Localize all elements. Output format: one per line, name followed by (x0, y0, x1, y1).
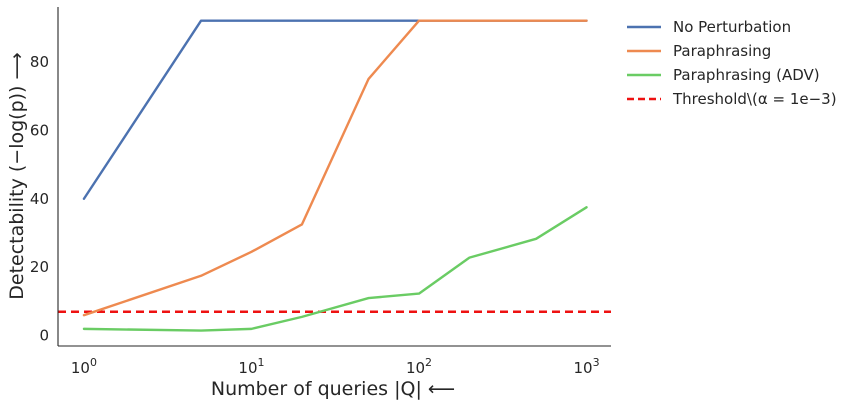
legend: No Perturbation Paraphrasing Paraphrasing … (627, 18, 837, 108)
x-tick-label: 102 (406, 356, 432, 377)
x-axis-label: Number of queries |Q| ⟵ (211, 378, 455, 400)
y-tick-label: 80 (30, 53, 49, 71)
legend-label: Paraphrasing (673, 42, 771, 60)
tick-labels: 0 20 40 60 80 100 101 102 103 (30, 53, 600, 377)
y-axis-label: Detectability (−log(p)) ⟶ (6, 52, 28, 300)
legend-label: Paraphrasing (ADV) (673, 66, 820, 84)
legend-label: No Perturbation (673, 18, 791, 36)
y-tick-label: 0 (39, 327, 49, 345)
legend-label: Threshold\(α = 1e−3) (672, 90, 837, 108)
series-line-3 (82, 206, 588, 332)
x-tick-label: 103 (573, 356, 599, 377)
plot-lines (58, 19, 611, 332)
axes (57, 7, 611, 347)
y-tick-label: 40 (30, 190, 49, 208)
series-line-2 (82, 19, 588, 317)
x-tick-label: 100 (71, 356, 97, 377)
x-tick-label: 101 (238, 356, 264, 377)
y-tick-label: 60 (30, 121, 49, 139)
series-line-1 (82, 19, 588, 200)
y-tick-label: 20 (30, 258, 49, 276)
